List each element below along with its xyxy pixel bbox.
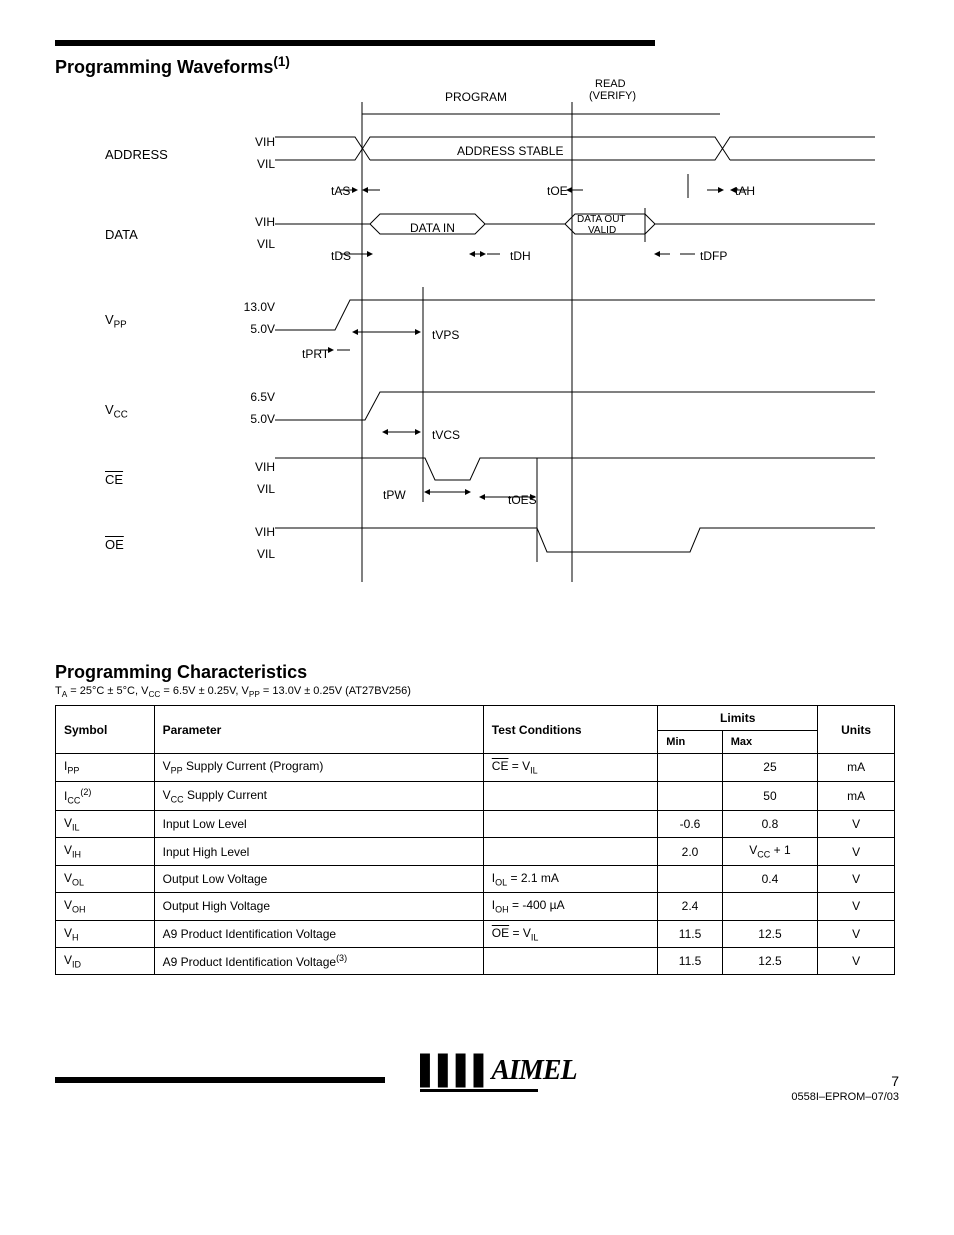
level-hi: VIH <box>215 525 275 539</box>
cell-parameter: VCC Supply Current <box>154 781 483 810</box>
cell-units: V <box>818 838 895 865</box>
cell-min: -0.6 <box>658 810 722 837</box>
level-hi: VIH <box>215 460 275 474</box>
level-lo: VIL <box>215 547 275 561</box>
th-min: Min <box>658 731 722 754</box>
level-hi: VIH <box>215 215 275 229</box>
cell-min: 2.0 <box>658 838 722 865</box>
th-conditions: Test Conditions <box>483 706 657 754</box>
cell-units: V <box>818 865 895 892</box>
table-row: VILInput Low Level -0.60.8V <box>56 810 895 837</box>
th-symbol: Symbol <box>56 706 155 754</box>
cell-parameter: Output High Voltage <box>154 893 483 920</box>
cell-symbol: VOH <box>56 893 155 920</box>
cell-parameter: VPP Supply Current (Program) <box>154 754 483 781</box>
cell-max: 12.5 <box>722 947 817 974</box>
table-row: VOLOutput Low VoltageIOL = 2.1 mA 0.4V <box>56 865 895 892</box>
table-title: Programming Characteristics <box>55 662 899 683</box>
cell-min <box>658 865 722 892</box>
level-lo: VIL <box>215 157 275 171</box>
cell-parameter: Input High Level <box>154 838 483 865</box>
cell-condition <box>483 947 657 974</box>
cell-min <box>658 781 722 810</box>
cell-units: V <box>818 947 895 974</box>
cell-symbol: IPP <box>56 754 155 781</box>
th-max: Max <box>722 731 817 754</box>
cell-max: 12.5 <box>722 920 817 947</box>
timing-diagram: PROGRAM READ (VERIFY) ADDRESSVIHVILDATAV… <box>105 82 875 622</box>
signal-CE: CE <box>105 472 195 487</box>
cell-max: 0.4 <box>722 865 817 892</box>
table-row: VHA9 Product Identification VoltageOE = … <box>56 920 895 947</box>
level-hi: 6.5V <box>215 390 275 404</box>
page-number: 7 <box>891 1073 899 1089</box>
signal-VCC: VCC <box>105 402 195 421</box>
cell-units: mA <box>818 781 895 810</box>
cell-condition <box>483 810 657 837</box>
cell-min: 11.5 <box>658 947 722 974</box>
table-subtitle: TA = 25°C ± 5°C, VCC = 6.5V ± 0.25V, VPP… <box>55 685 899 699</box>
cell-condition: IOL = 2.1 mA <box>483 865 657 892</box>
cell-symbol: VIH <box>56 838 155 865</box>
signal-ADDRESS: ADDRESS <box>105 147 195 162</box>
cell-min: 2.4 <box>658 893 722 920</box>
cell-symbol: VIL <box>56 810 155 837</box>
cell-symbol: ICC(2) <box>56 781 155 810</box>
level-hi: 13.0V <box>215 300 275 314</box>
atmel-logo: ▌▌▌▌AIMEL <box>420 1055 577 1087</box>
cell-max: 0.8 <box>722 810 817 837</box>
level-lo: VIL <box>215 482 275 496</box>
cell-condition: CE = VIL <box>483 754 657 781</box>
cell-min <box>658 754 722 781</box>
cell-symbol: VID <box>56 947 155 974</box>
cell-condition <box>483 838 657 865</box>
th-units: Units <box>818 706 895 754</box>
level-lo: 5.0V <box>215 322 275 336</box>
table-row: ICC(2)VCC Supply Current 50mA <box>56 781 895 810</box>
th-parameter: Parameter <box>154 706 483 754</box>
cell-max <box>722 893 817 920</box>
cell-parameter: A9 Product Identification Voltage <box>154 920 483 947</box>
cell-min: 11.5 <box>658 920 722 947</box>
cell-condition <box>483 781 657 810</box>
cell-parameter: A9 Product Identification Voltage(3) <box>154 947 483 974</box>
doc-number: 0558I–EPROM–07/03 <box>791 1091 899 1103</box>
section-sup: (1) <box>273 54 290 69</box>
signal-OE: OE <box>105 537 195 552</box>
cell-units: mA <box>818 754 895 781</box>
cell-max: VCC + 1 <box>722 838 817 865</box>
cell-condition: OE = VIL <box>483 920 657 947</box>
table-row: VIDA9 Product Identification Voltage(3) 1… <box>56 947 895 974</box>
cell-parameter: Input Low Level <box>154 810 483 837</box>
section-title: Programming Waveforms <box>55 57 273 77</box>
table-row: IPPVPP Supply Current (Program)CE = VIL 2… <box>56 754 895 781</box>
cell-units: V <box>818 810 895 837</box>
table-row: VOHOutput High VoltageIOH = -400 µA2.4 V <box>56 893 895 920</box>
cell-units: V <box>818 920 895 947</box>
cell-max: 25 <box>722 754 817 781</box>
th-limits: Limits <box>658 706 818 731</box>
cell-units: V <box>818 893 895 920</box>
programming-characteristics-table: Symbol Parameter Test Conditions Limits … <box>55 705 895 975</box>
table-row: VIHInput High Level 2.0VCC + 1V <box>56 838 895 865</box>
page-footer: ▌▌▌▌AIMEL 7 0558I–EPROM–07/03 <box>55 1055 899 1115</box>
cell-parameter: Output Low Voltage <box>154 865 483 892</box>
cell-condition: IOH = -400 µA <box>483 893 657 920</box>
cell-max: 50 <box>722 781 817 810</box>
cell-symbol: VH <box>56 920 155 947</box>
level-lo: VIL <box>215 237 275 251</box>
signal-VPP: VPP <box>105 312 195 331</box>
cell-symbol: VOL <box>56 865 155 892</box>
level-lo: 5.0V <box>215 412 275 426</box>
signal-DATA: DATA <box>105 227 195 242</box>
level-hi: VIH <box>215 135 275 149</box>
